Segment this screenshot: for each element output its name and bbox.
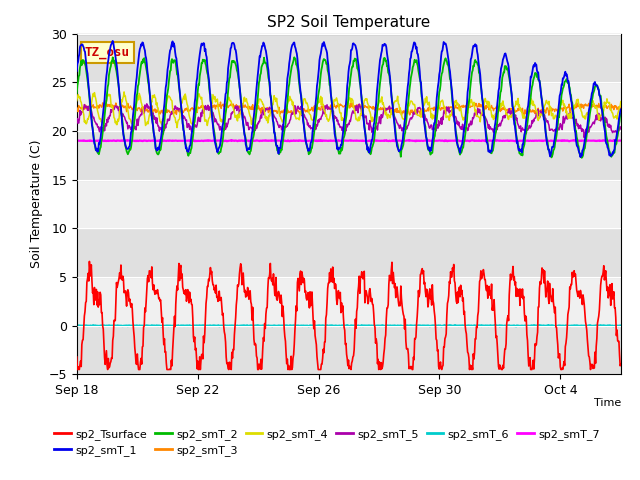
Bar bbox=[77, 34, 621, 82]
Y-axis label: Soil Temperature (C): Soil Temperature (C) bbox=[30, 140, 43, 268]
Bar bbox=[77, 228, 621, 277]
Bar bbox=[77, 180, 621, 228]
Bar bbox=[77, 326, 621, 374]
Text: Time: Time bbox=[593, 398, 621, 408]
Legend: sp2_Tsurface, sp2_smT_1, sp2_smT_2, sp2_smT_3, sp2_smT_4, sp2_smT_5, sp2_smT_6, : sp2_Tsurface, sp2_smT_1, sp2_smT_2, sp2_… bbox=[50, 424, 604, 460]
Bar bbox=[77, 131, 621, 180]
Bar bbox=[77, 82, 621, 131]
Bar bbox=[77, 277, 621, 326]
Text: TZ_osu: TZ_osu bbox=[85, 46, 130, 59]
Title: SP2 Soil Temperature: SP2 Soil Temperature bbox=[267, 15, 431, 30]
